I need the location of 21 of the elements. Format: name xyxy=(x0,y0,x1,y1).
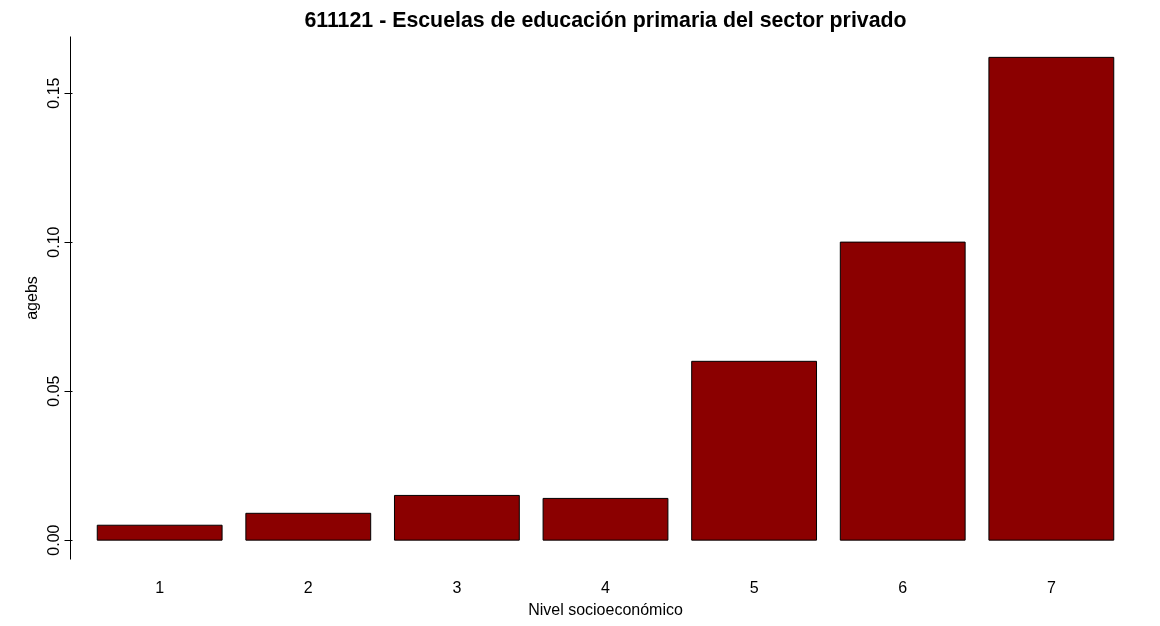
y-tick-label: 0.15 xyxy=(45,77,63,109)
y-tick-label: 0.05 xyxy=(45,375,63,407)
chart-title: 611121 - Escuelas de educación primaria del sector privado xyxy=(304,7,907,32)
bar xyxy=(245,512,372,541)
x-tick-label: 3 xyxy=(452,578,462,596)
y-tick-label: 0.00 xyxy=(45,524,63,556)
x-tick-label: 7 xyxy=(1046,578,1056,596)
x-tick-label: 1 xyxy=(155,578,165,596)
bar xyxy=(393,494,520,541)
y-axis-title: agebs xyxy=(22,276,40,320)
bar xyxy=(839,241,966,541)
bar xyxy=(96,524,223,541)
x-tick-label: 6 xyxy=(898,578,908,596)
x-tick-label: 2 xyxy=(303,578,313,596)
y-tick-label: 0.10 xyxy=(45,226,63,258)
bar xyxy=(691,360,818,541)
x-tick-label: 5 xyxy=(749,578,759,596)
x-tick-label: 4 xyxy=(601,578,611,596)
x-axis-title: Nivel socioeconómico xyxy=(528,600,683,618)
bar xyxy=(542,497,669,541)
bar xyxy=(988,56,1115,541)
